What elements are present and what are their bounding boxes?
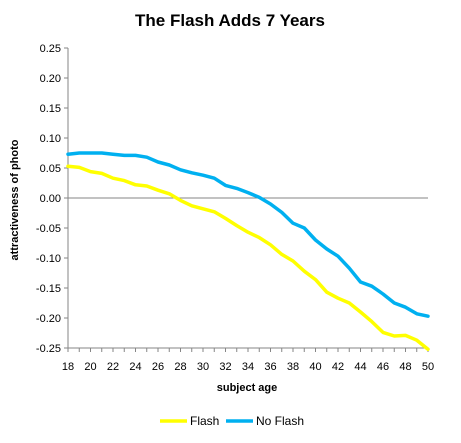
x-tick-label: 40: [309, 361, 321, 373]
y-tick-label: 0.10: [40, 133, 61, 145]
y-axis-ticks: 0.25 0.20 0.15 0.10 0.05 0.00 -0.05 -0.10 -0.15 -…: [36, 43, 68, 355]
y-tick-label: -0.20: [36, 313, 61, 325]
series-line-flash: [66, 164, 430, 351]
y-tick-label: 0.05: [40, 163, 61, 175]
y-tick-label: 0.00: [40, 193, 61, 205]
x-tick-label: 18: [62, 361, 74, 373]
legend-item-no-flash-label: No Flash: [256, 414, 304, 428]
x-tick-label: 22: [107, 361, 119, 373]
x-tick-label: 20: [84, 361, 96, 373]
x-tick-label: 42: [332, 361, 344, 373]
x-tick-label: 26: [152, 361, 164, 373]
y-tick-label: -0.15: [36, 283, 61, 295]
y-tick-label: -0.10: [36, 253, 61, 265]
x-tick-label: 50: [422, 361, 434, 373]
plot-area: [67, 48, 428, 349]
x-tick-label: 48: [399, 361, 411, 373]
chart-title: The Flash Adds 7 Years: [135, 11, 325, 30]
x-tick-label: 46: [377, 361, 389, 373]
y-tick-label: 0.15: [40, 103, 61, 115]
y-axis-label: attractiveness of photo: [9, 139, 21, 260]
x-tick-label: 24: [129, 361, 141, 373]
x-tick-label: 38: [287, 361, 299, 373]
y-tick-label: 0.20: [40, 73, 61, 85]
x-tick-label: 32: [219, 361, 231, 373]
legend: Flash No Flash: [160, 414, 304, 428]
y-tick-label: -0.05: [36, 223, 61, 235]
x-tick-label: 44: [354, 361, 366, 373]
x-axis-label: subject age: [217, 382, 278, 394]
series-line-no-flash: [66, 151, 430, 318]
legend-item-flash-label: Flash: [190, 414, 219, 428]
x-tick-label: 30: [197, 361, 209, 373]
series-lines: [66, 151, 430, 351]
x-tick-label: 36: [264, 361, 276, 373]
x-tick-label: 28: [174, 361, 186, 373]
x-tick-label: 34: [242, 361, 254, 373]
y-tick-label: -0.25: [36, 343, 61, 355]
x-axis-ticks: 18 20 22 24 26 28 30 32 34 36 38 40 42 44 46 48 50: [62, 348, 434, 373]
y-tick-label: 0.25: [40, 43, 61, 55]
